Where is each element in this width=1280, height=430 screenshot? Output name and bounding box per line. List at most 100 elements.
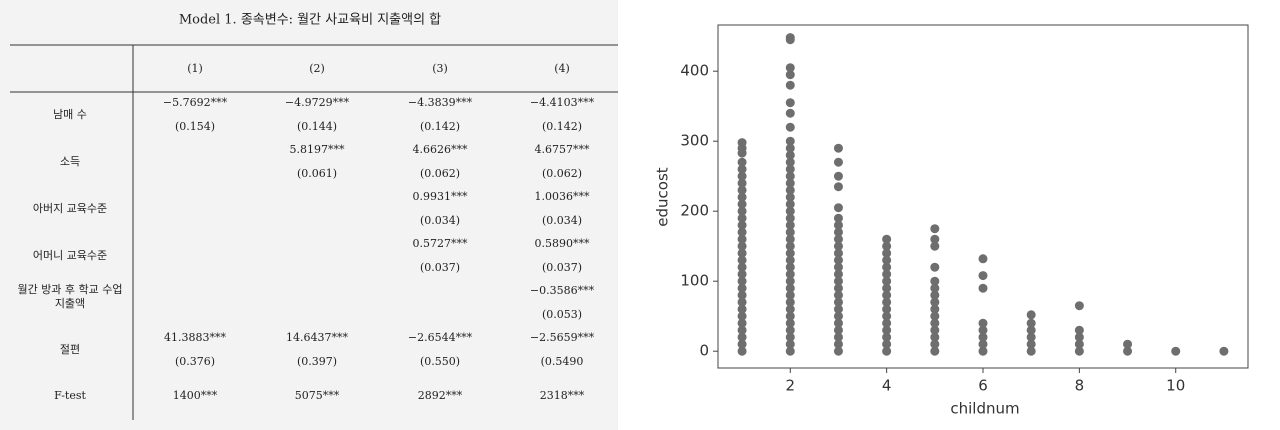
point bbox=[833, 283, 843, 293]
row-label: F-test bbox=[54, 389, 86, 402]
coefficient: −0.3586*** bbox=[530, 284, 595, 297]
point bbox=[930, 332, 940, 342]
coefficient: 5.8197*** bbox=[290, 143, 345, 156]
point bbox=[785, 150, 795, 160]
point bbox=[737, 304, 747, 314]
point bbox=[833, 157, 843, 167]
y-tick-label: 100 bbox=[680, 272, 709, 290]
y-tick-label: 400 bbox=[680, 62, 709, 80]
point bbox=[930, 325, 940, 335]
point bbox=[785, 185, 795, 195]
standard-error: (0.062) bbox=[420, 167, 460, 180]
point bbox=[833, 325, 843, 335]
point bbox=[737, 157, 747, 167]
point bbox=[833, 227, 843, 237]
point bbox=[882, 297, 892, 307]
point bbox=[882, 241, 892, 251]
point bbox=[833, 332, 843, 342]
point bbox=[785, 276, 795, 286]
point bbox=[1123, 346, 1133, 356]
point bbox=[978, 254, 988, 264]
point bbox=[785, 227, 795, 237]
point bbox=[930, 224, 940, 234]
standard-error: (0.037) bbox=[420, 261, 460, 274]
point bbox=[785, 108, 795, 118]
coefficient: −4.4103*** bbox=[530, 96, 595, 109]
point bbox=[1123, 339, 1133, 349]
point bbox=[1219, 346, 1229, 356]
point bbox=[785, 297, 795, 307]
point bbox=[785, 318, 795, 328]
point bbox=[785, 269, 795, 279]
point bbox=[785, 192, 795, 202]
column-header: (4) bbox=[554, 62, 570, 75]
point bbox=[833, 297, 843, 307]
point bbox=[882, 304, 892, 314]
point bbox=[833, 269, 843, 279]
point bbox=[737, 138, 747, 148]
point bbox=[737, 234, 747, 244]
point bbox=[785, 199, 795, 209]
point bbox=[785, 255, 795, 265]
point bbox=[930, 304, 940, 314]
point bbox=[737, 276, 747, 286]
point bbox=[833, 339, 843, 349]
point bbox=[882, 346, 892, 356]
coefficient: 0.9931*** bbox=[413, 190, 468, 203]
point bbox=[1026, 310, 1036, 320]
coefficient: 14.6437*** bbox=[286, 331, 348, 344]
point bbox=[785, 80, 795, 90]
point bbox=[785, 136, 795, 146]
point bbox=[785, 241, 795, 251]
point bbox=[785, 248, 795, 258]
coefficient: −2.6544*** bbox=[408, 331, 473, 344]
point bbox=[785, 234, 795, 244]
point bbox=[737, 290, 747, 300]
point bbox=[737, 241, 747, 251]
standard-error: (0.144) bbox=[297, 120, 337, 133]
point bbox=[930, 339, 940, 349]
point bbox=[737, 213, 747, 223]
standard-error: (0.154) bbox=[175, 120, 215, 133]
standard-error: (0.397) bbox=[297, 355, 337, 368]
point bbox=[882, 311, 892, 321]
x-axis-label: childnum bbox=[950, 400, 1019, 418]
table-background bbox=[0, 0, 618, 430]
point bbox=[785, 213, 795, 223]
point bbox=[1074, 332, 1084, 342]
point bbox=[833, 241, 843, 251]
point bbox=[737, 255, 747, 265]
column-header: (2) bbox=[309, 62, 325, 75]
y-tick-label: 300 bbox=[680, 132, 709, 150]
point bbox=[737, 311, 747, 321]
point bbox=[785, 311, 795, 321]
point bbox=[785, 304, 795, 314]
point bbox=[737, 297, 747, 307]
point bbox=[833, 171, 843, 181]
point bbox=[930, 262, 940, 272]
point bbox=[833, 276, 843, 286]
point bbox=[785, 346, 795, 356]
point bbox=[930, 311, 940, 321]
point bbox=[785, 122, 795, 132]
point bbox=[930, 297, 940, 307]
point bbox=[785, 143, 795, 153]
point bbox=[737, 346, 747, 356]
point bbox=[785, 157, 795, 167]
row-label: 지출액 bbox=[55, 297, 85, 310]
scatter-chart: childnum educost 0 100 200 300 400 2 4 6 8 10 bbox=[654, 24, 1249, 418]
standard-error: (0.061) bbox=[297, 167, 337, 180]
point bbox=[833, 220, 843, 230]
x-tick-label: 8 bbox=[1075, 377, 1085, 395]
point bbox=[785, 220, 795, 230]
point bbox=[882, 276, 892, 286]
point bbox=[737, 185, 747, 195]
standard-error: (0.037) bbox=[542, 261, 582, 274]
coefficient: 4.6626*** bbox=[413, 143, 468, 156]
x-tick-label: 2 bbox=[785, 377, 795, 395]
point bbox=[930, 290, 940, 300]
point bbox=[785, 63, 795, 73]
point bbox=[833, 143, 843, 153]
coefficient: 2318*** bbox=[540, 389, 585, 402]
